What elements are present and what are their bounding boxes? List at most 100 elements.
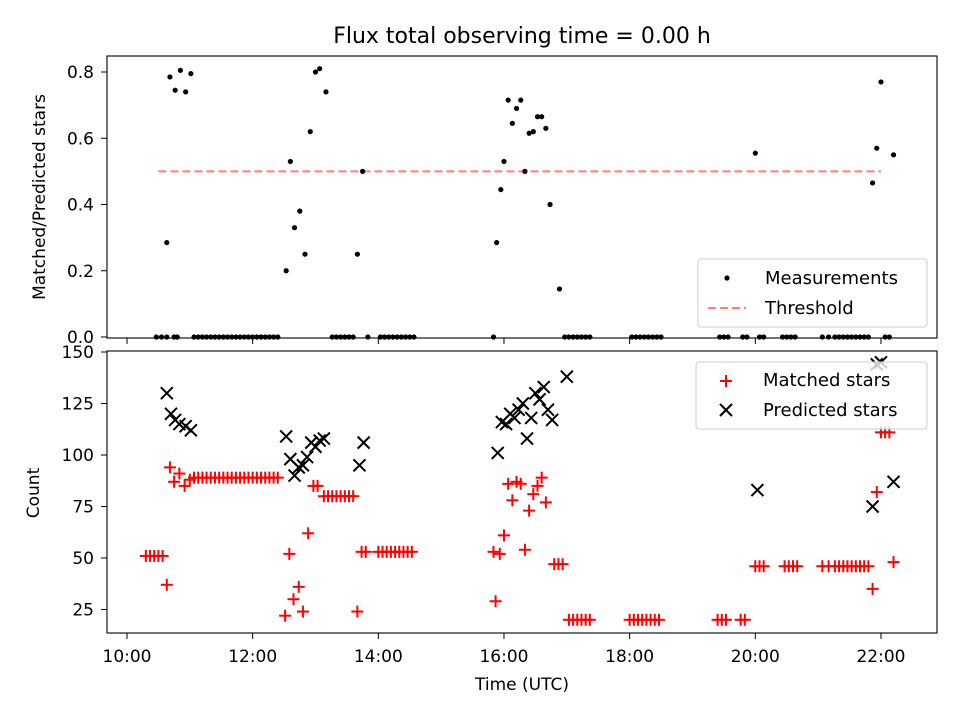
measurement-point — [153, 334, 159, 340]
matched-star-point — [279, 609, 292, 622]
measurement-point — [188, 71, 194, 77]
predicted-star-point — [865, 499, 880, 514]
matched-star-point — [870, 486, 883, 499]
measurement-point — [874, 145, 880, 151]
measurement-point — [317, 66, 323, 72]
measurement-point — [350, 334, 356, 340]
measurement-point — [587, 334, 593, 340]
measurement-point — [164, 334, 170, 340]
ratio-legend-box — [697, 258, 928, 328]
measurement-point — [174, 334, 180, 340]
measurement-point — [158, 334, 165, 340]
count-plot-frame — [106, 350, 938, 634]
predicted-star-point — [545, 413, 559, 427]
count-x-tick-label: 12:00 — [228, 647, 277, 667]
count-x-ticks: 10:00 12:00 14:00 16:00 18:00 20:00 22:00 — [103, 633, 905, 667]
matched-star-point — [862, 560, 875, 573]
matched-star-point — [156, 549, 169, 562]
measurement-point — [411, 334, 417, 340]
count-x-tick-label: 18:00 — [605, 647, 654, 667]
measurement-point — [539, 114, 545, 120]
matched-star-point — [405, 545, 418, 558]
count-y-tick-label: 150 — [62, 343, 94, 363]
measurement-point — [752, 150, 758, 156]
predicted-star-point — [537, 380, 551, 394]
predicted-star-point — [164, 407, 178, 421]
matched-star-point — [757, 560, 770, 573]
matched-star-point — [531, 479, 544, 492]
matched-star-point — [173, 467, 186, 480]
measurement-point — [312, 69, 319, 75]
predicted-star-point — [532, 392, 547, 407]
measurement-point — [360, 168, 366, 174]
matched-star-point — [292, 580, 305, 593]
predicted-star-point — [312, 433, 327, 448]
count-y-tick-label: 125 — [62, 395, 94, 415]
measurement-point — [490, 334, 497, 340]
measurement-point — [819, 334, 825, 340]
predicted-star-point — [499, 417, 513, 431]
ratio-x-ticks — [126, 338, 882, 344]
matched-star-point — [351, 605, 364, 618]
ratio-plot-frame — [106, 55, 938, 339]
matched-star-point — [311, 479, 324, 492]
measurement-point — [534, 114, 541, 120]
ratio-y-tick-label: 0.2 — [67, 262, 94, 282]
matched-star-point — [539, 496, 552, 509]
measurement-point — [869, 180, 876, 186]
matched-star-point — [163, 461, 176, 474]
measurement-point — [494, 239, 500, 246]
count-y-tick-label: 50 — [72, 549, 94, 569]
predicted-star-point — [528, 386, 543, 400]
measurement-point — [725, 334, 731, 340]
legend-matched-marker — [720, 375, 732, 387]
matched-star-point — [497, 529, 510, 542]
matched-star-point — [791, 560, 804, 573]
measurement-point — [865, 334, 871, 340]
ratio-legend: Measurements Threshold — [697, 258, 928, 328]
matched-star-point — [866, 582, 879, 595]
measurement-point — [498, 186, 504, 193]
matched-star-point — [502, 477, 515, 490]
count-y-tick-label: 100 — [62, 446, 94, 466]
measurement-point — [283, 268, 289, 274]
predicted-star-point — [524, 411, 538, 425]
measurement-point — [354, 251, 360, 257]
measurement-point — [177, 67, 184, 73]
measurement-point — [164, 239, 170, 246]
measurement-point — [307, 129, 313, 135]
matched-star-point — [489, 595, 502, 608]
matched-star-point — [518, 543, 531, 556]
predicted-star-point — [507, 411, 522, 425]
measurement-point — [167, 74, 173, 80]
matched-star-point — [556, 558, 569, 571]
predicted-star-point — [516, 396, 530, 411]
predicted-star-point — [352, 458, 367, 473]
matched-star-point — [168, 475, 181, 488]
matched-star-point — [535, 471, 548, 484]
x-axis-label: Time (UTC) — [474, 675, 569, 695]
measurement-point — [275, 334, 281, 340]
matched-star-point — [347, 490, 360, 503]
measurement-point — [287, 158, 293, 165]
ratio-y-tick-label: 0.8 — [67, 63, 94, 83]
measurement-point — [172, 87, 178, 93]
measurement-point — [513, 105, 520, 112]
chart-title: Flux total observing time = 0.00 h — [333, 24, 711, 49]
legend-predicted-marker — [719, 403, 733, 417]
measurement-point — [886, 334, 892, 340]
count-legend-box — [695, 361, 928, 430]
matched-star-point — [719, 613, 732, 626]
measurement-point — [505, 97, 511, 103]
count-x-tick-label: 16:00 — [479, 647, 528, 667]
predicted-star-point — [750, 483, 765, 497]
matched-star-point — [527, 488, 540, 501]
predicted-star-point — [511, 402, 526, 417]
predicted-star-point — [541, 402, 555, 417]
y-axis-label-count: Count — [24, 467, 44, 518]
measurement-point — [509, 120, 515, 126]
matched-star-point — [493, 547, 506, 560]
measurement-point — [302, 251, 308, 257]
matched-star-point — [506, 494, 519, 507]
